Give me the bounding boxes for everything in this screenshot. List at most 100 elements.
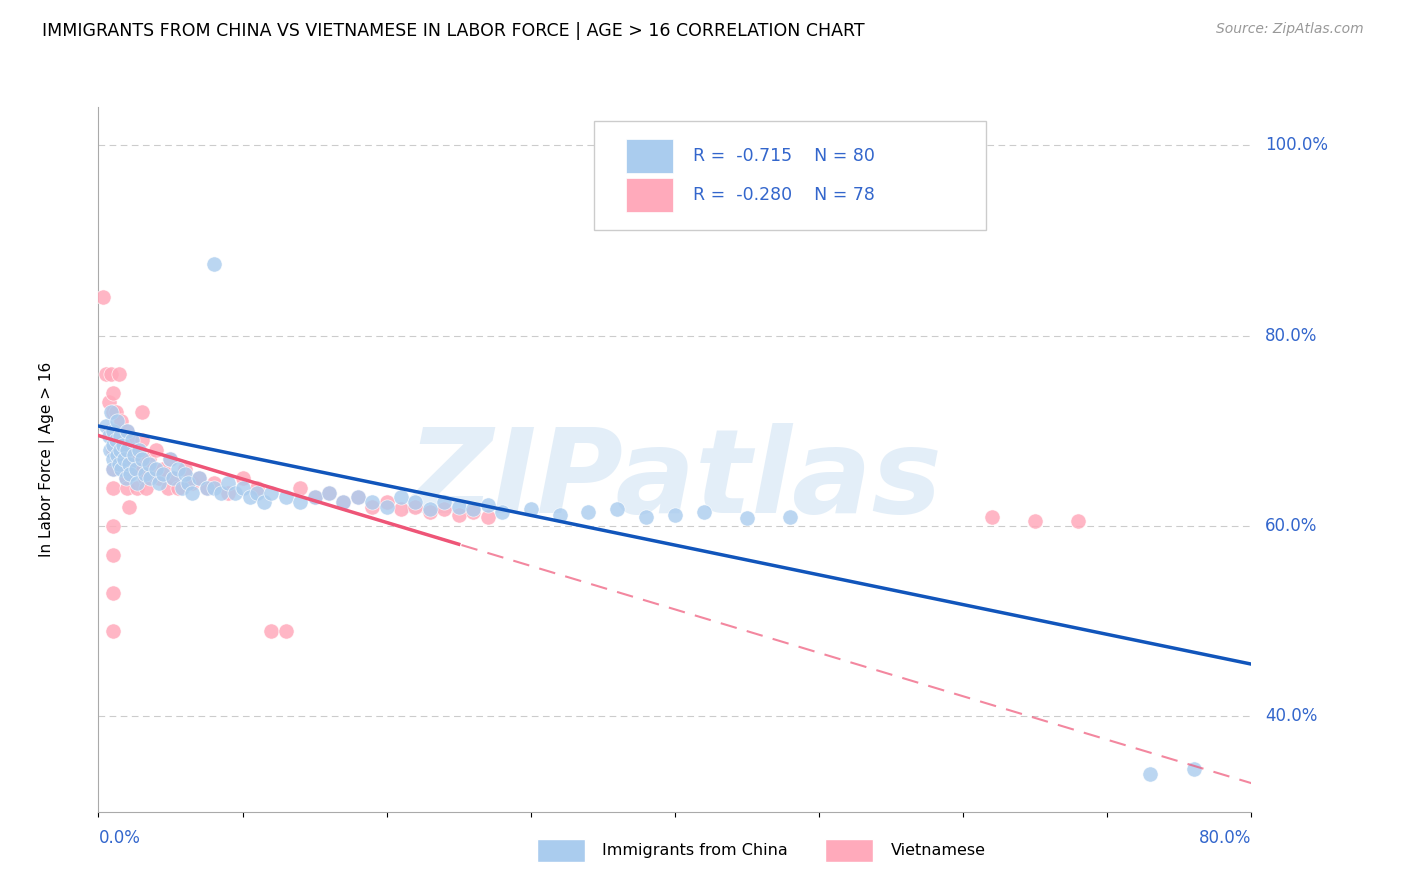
Point	[181, 476, 204, 491]
Point	[91, 291, 114, 305]
Point	[162, 471, 184, 485]
Point	[520, 502, 543, 516]
Point	[209, 485, 232, 500]
Point	[104, 405, 127, 419]
Point	[375, 500, 398, 514]
Point	[121, 452, 143, 467]
Point	[578, 505, 600, 519]
Point	[231, 481, 254, 495]
Point	[188, 471, 211, 485]
Point	[332, 495, 354, 509]
Point	[419, 502, 441, 516]
Point	[181, 485, 204, 500]
Point	[188, 471, 211, 485]
Point	[361, 500, 384, 514]
Point	[131, 452, 153, 467]
Point	[447, 500, 470, 514]
FancyBboxPatch shape	[825, 839, 873, 862]
Point	[174, 467, 197, 481]
Point	[274, 624, 297, 638]
Point	[105, 448, 128, 462]
Point	[162, 471, 184, 485]
Point	[246, 485, 269, 500]
Point	[202, 481, 225, 495]
Point	[1024, 514, 1046, 528]
Point	[606, 502, 628, 516]
Point	[260, 624, 283, 638]
Point	[177, 476, 200, 491]
Point	[112, 452, 135, 467]
Point	[105, 424, 128, 438]
Point	[101, 462, 124, 476]
Point	[253, 495, 276, 509]
Point	[101, 438, 124, 452]
Point	[145, 462, 167, 476]
Point	[101, 442, 124, 457]
Point	[1139, 766, 1161, 780]
Text: Source: ZipAtlas.com: Source: ZipAtlas.com	[1216, 22, 1364, 37]
Point	[114, 471, 136, 485]
Point	[118, 500, 141, 514]
Point	[477, 498, 499, 512]
Point	[128, 442, 150, 457]
Point	[101, 585, 124, 599]
Point	[124, 448, 146, 462]
Point	[202, 476, 225, 491]
Point	[274, 491, 297, 505]
FancyBboxPatch shape	[537, 839, 585, 862]
Text: IMMIGRANTS FROM CHINA VS VIETNAMESE IN LABOR FORCE | AGE > 16 CORRELATION CHART: IMMIGRANTS FROM CHINA VS VIETNAMESE IN L…	[42, 22, 865, 40]
Point	[111, 434, 134, 448]
Point	[127, 476, 149, 491]
Point	[107, 457, 129, 471]
Point	[124, 442, 146, 457]
Point	[117, 481, 138, 495]
Text: R =  -0.280    N = 78: R = -0.280 N = 78	[693, 186, 875, 204]
Point	[170, 481, 193, 495]
Point	[693, 505, 716, 519]
Point	[127, 481, 149, 495]
Point	[195, 481, 218, 495]
Point	[131, 405, 153, 419]
Point	[159, 452, 181, 467]
Point	[117, 442, 138, 457]
Point	[101, 405, 124, 419]
Point	[108, 442, 131, 457]
Point	[101, 385, 124, 400]
Point	[159, 452, 181, 467]
Point	[138, 457, 160, 471]
Text: 60.0%: 60.0%	[1265, 517, 1317, 535]
Point	[125, 462, 148, 476]
Point	[107, 367, 129, 381]
Point	[101, 452, 124, 467]
Point	[101, 548, 124, 562]
Point	[419, 505, 441, 519]
Point	[105, 442, 128, 457]
Point	[134, 471, 156, 485]
Point	[389, 502, 412, 516]
Point	[118, 457, 141, 471]
Point	[148, 471, 170, 485]
Point	[304, 491, 326, 505]
Point	[117, 424, 138, 438]
Text: Vietnamese: Vietnamese	[890, 843, 986, 858]
Point	[405, 495, 427, 509]
Point	[101, 624, 124, 638]
Point	[103, 442, 125, 457]
Point	[405, 500, 427, 514]
Point	[447, 508, 470, 522]
Point	[433, 502, 456, 516]
Point	[108, 452, 131, 467]
Point	[100, 367, 122, 381]
Point	[120, 434, 142, 448]
Point	[290, 481, 312, 495]
Point	[105, 414, 128, 428]
Point	[101, 481, 124, 495]
Text: Immigrants from China: Immigrants from China	[602, 843, 787, 858]
Point	[139, 471, 162, 485]
Point	[174, 462, 197, 476]
Text: R =  -0.715    N = 80: R = -0.715 N = 80	[693, 147, 875, 165]
Point	[202, 257, 225, 271]
Point	[735, 511, 758, 525]
Point	[104, 434, 127, 448]
Text: 40.0%: 40.0%	[1265, 707, 1317, 725]
